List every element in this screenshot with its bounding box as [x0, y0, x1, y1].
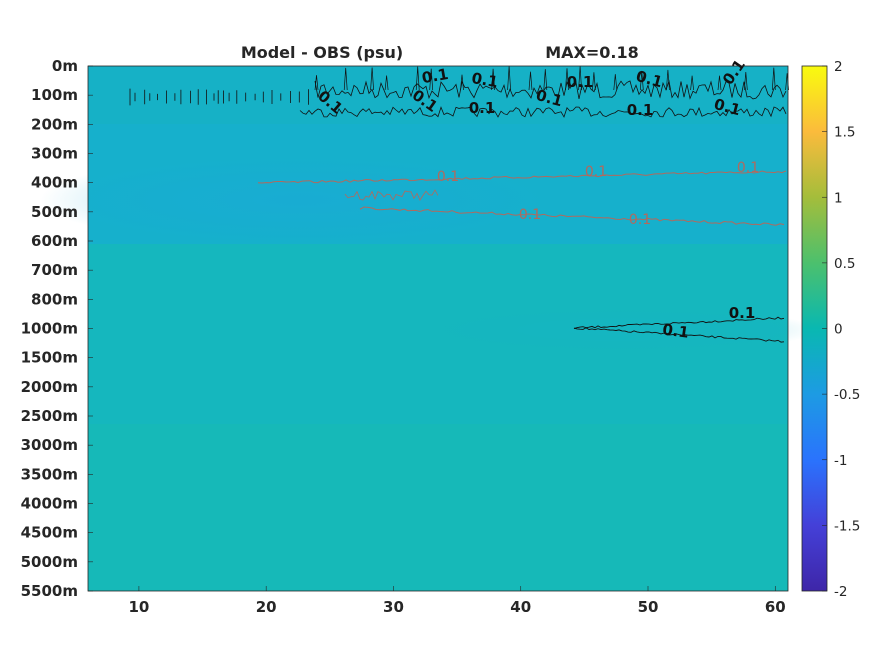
y-tick-label: 800m — [31, 290, 78, 308]
y-tick-label: 500m — [31, 203, 78, 221]
y-tick-label: 5500m — [21, 582, 78, 600]
contour-label: 0.1 — [469, 99, 496, 117]
x-tick-label: 20 — [256, 598, 277, 616]
y-tick-label: 0m — [52, 57, 78, 75]
y-tick-label: 5000m — [21, 553, 78, 571]
x-tick-label: 60 — [765, 598, 786, 616]
x-tick-label: 40 — [510, 598, 531, 616]
contour-label: 0.1 — [627, 101, 654, 119]
y-tick-label: 100m — [31, 86, 78, 104]
colorbar-ticks: 2 1.5 1 0.5 0 -0.5 -1 -1.5 -2 — [822, 59, 860, 600]
field-mid-band — [88, 244, 788, 424]
contour-line-intermediate-lower — [359, 206, 785, 226]
colorbar-tick-label: -2 — [834, 584, 847, 600]
contour-label: 0.1 — [519, 207, 541, 223]
contour-line-surface-lower — [299, 106, 787, 118]
colorbar-tick-label: -1.5 — [834, 518, 860, 534]
contour-label: 0.1 — [729, 304, 756, 322]
colorbar-tick-label: -1 — [834, 453, 847, 469]
y-axis: 0m 100m 200m 300m 400m 500m 600m 700m 800m 1000m 1… — [21, 57, 93, 600]
y-tick-label: 200m — [31, 115, 78, 133]
contour-line-deep-upper — [573, 316, 785, 330]
x-tick-label: 30 — [383, 598, 404, 616]
x-axis: 10 20 30 40 50 60 — [128, 586, 786, 616]
y-tick-label: 3500m — [21, 465, 78, 483]
contour-line-surface-noise — [129, 88, 309, 106]
colorbar-tick-label: 0.5 — [834, 256, 855, 272]
contour-line-surface-upper — [314, 79, 787, 100]
contour-label: 0.1 — [437, 169, 459, 185]
colorbar-tick-label: 0 — [834, 322, 843, 338]
colorbar-tick-label: 1.5 — [834, 125, 855, 141]
y-tick-label: 400m — [31, 174, 78, 192]
y-tick-label: 600m — [31, 232, 78, 250]
colorbar-tick-label: 2 — [834, 59, 843, 75]
y-tick-label: 4500m — [21, 524, 78, 542]
contour-line-deep-lower — [573, 327, 785, 343]
contour-label: 0.1 — [420, 65, 449, 87]
x-tick-label: 50 — [638, 598, 659, 616]
field-deep-band — [88, 424, 788, 591]
contour-label: 0.1 — [470, 69, 499, 91]
y-tick-label: 300m — [31, 145, 78, 163]
chart-title-right: MAX=0.18 — [545, 43, 639, 62]
contour-label: 0.1 — [585, 164, 607, 180]
y-tick-label: 1000m — [21, 320, 78, 338]
contour-label: 0.1 — [567, 73, 594, 91]
colorbar-tick-label: -0.5 — [834, 387, 860, 403]
y-tick-label: 4000m — [21, 495, 78, 513]
contour-label: 0.1 — [661, 320, 690, 342]
x-tick-label: 10 — [128, 598, 149, 616]
contour-line-intermediate-tangle — [344, 189, 439, 201]
plot-area: 0.1 0.1 0.1 0.1 0.10.1 0.1 0.1 0.10.10.10.1 0.1 0… — [40, 56, 820, 592]
y-tick-label: 2500m — [21, 407, 78, 425]
contour-line-intermediate-upper — [257, 170, 787, 184]
contour-label: 0.1 — [737, 160, 759, 176]
field-fresh-lens — [40, 155, 560, 245]
y-tick-label: 700m — [31, 261, 78, 279]
y-tick-label: 3000m — [21, 436, 78, 454]
chart-title-left: Model - OBS (psu) — [241, 43, 403, 62]
y-tick-label: 2000m — [21, 378, 78, 396]
y-tick-label: 1500m — [21, 349, 78, 367]
colorbar-tick-label: 1 — [834, 190, 843, 206]
contour-label: 0.1 — [629, 212, 651, 228]
contour-lines — [129, 66, 789, 343]
colorbar: 2 1.5 1 0.5 0 -0.5 -1 -1.5 -2 — [801, 59, 860, 600]
